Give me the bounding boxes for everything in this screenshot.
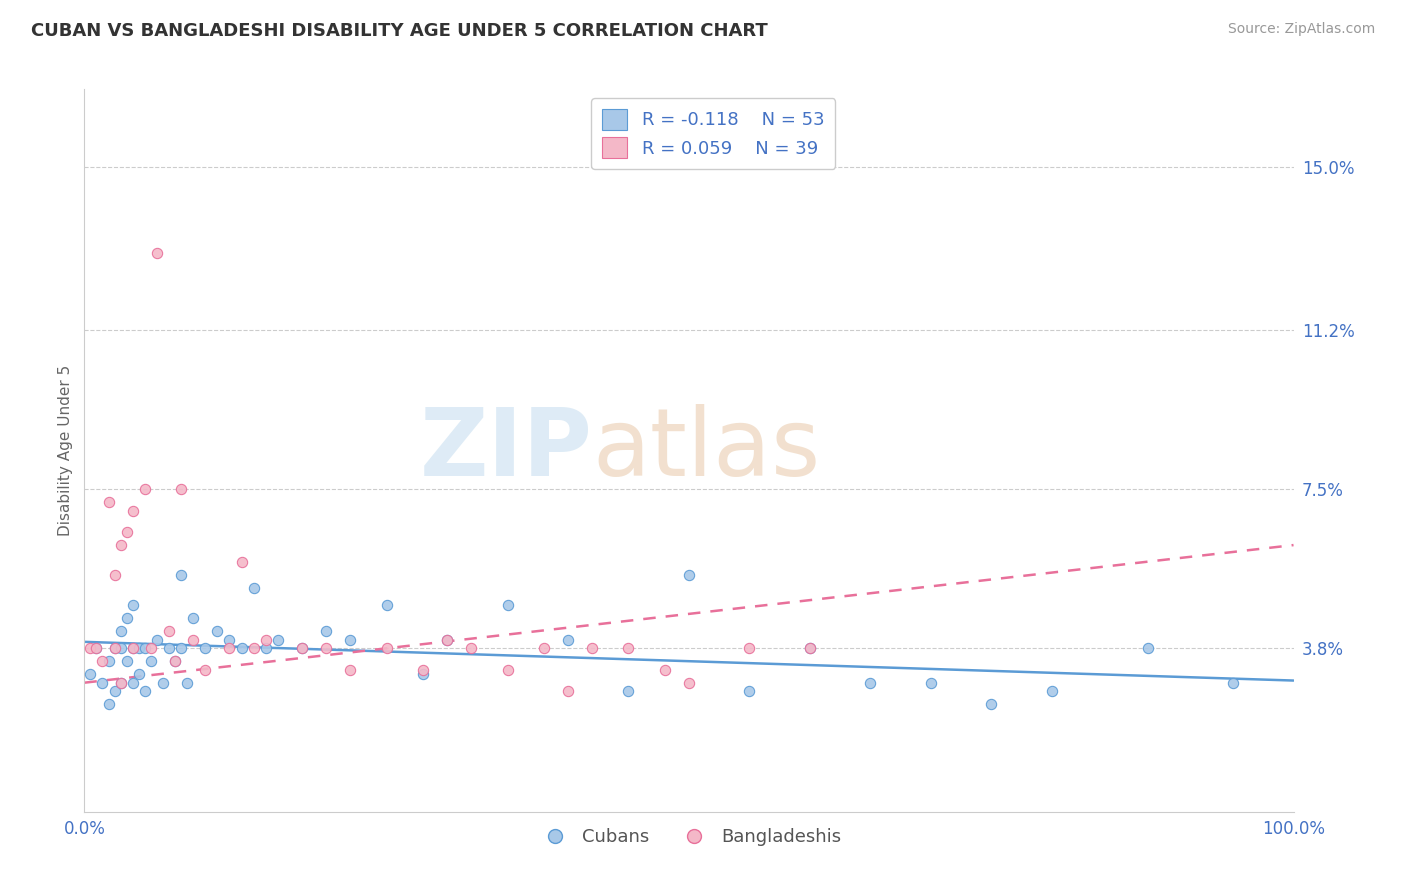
Point (267, 632, 290, 647)
Point (146, 245, 169, 260)
Point (128, 641, 150, 656)
Point (799, 641, 821, 656)
Point (242, 641, 264, 656)
Point (121, 503, 143, 517)
Point (617, 684, 640, 698)
Point (110, 641, 132, 656)
Point (738, 684, 761, 698)
Point (128, 667, 150, 681)
Point (139, 654, 162, 668)
Point (242, 581, 264, 595)
Point (678, 675, 700, 690)
Point (121, 599, 143, 613)
Point (97, 697, 120, 711)
Point (79, 667, 101, 681)
Legend: Cubans, Bangladeshis: Cubans, Bangladeshis (529, 821, 849, 854)
Point (375, 599, 398, 613)
Point (412, 667, 434, 681)
Point (104, 684, 127, 698)
Point (436, 632, 458, 647)
Point (110, 538, 132, 552)
Point (1040, 684, 1063, 698)
Point (920, 675, 942, 690)
Point (170, 568, 193, 582)
Point (181, 632, 204, 647)
Point (170, 482, 193, 496)
Point (218, 641, 240, 656)
Point (859, 675, 882, 690)
Point (181, 611, 204, 625)
Point (97, 495, 120, 509)
Point (115, 611, 138, 625)
Point (110, 675, 132, 690)
Point (980, 697, 1002, 711)
Point (79, 641, 101, 656)
Point (134, 684, 156, 698)
Point (110, 624, 132, 639)
Point (97, 654, 120, 668)
Point (654, 663, 676, 677)
Point (339, 663, 361, 677)
Point (104, 641, 127, 656)
Point (104, 641, 127, 656)
Point (91, 675, 114, 690)
Point (194, 641, 217, 656)
Point (617, 641, 640, 656)
Point (799, 641, 821, 656)
Text: atlas: atlas (592, 404, 821, 497)
Point (86, 641, 108, 656)
Point (496, 663, 519, 677)
Point (436, 632, 458, 647)
Point (291, 641, 314, 656)
Point (121, 641, 143, 656)
Point (533, 641, 555, 656)
Point (1137, 641, 1160, 656)
Point (557, 684, 579, 698)
Point (315, 641, 337, 656)
Point (110, 675, 132, 690)
Point (157, 641, 180, 656)
Point (339, 632, 361, 647)
Point (254, 632, 277, 647)
Point (254, 641, 277, 656)
Point (581, 641, 603, 656)
Point (291, 641, 314, 656)
Point (121, 675, 143, 690)
Point (218, 632, 240, 647)
Point (315, 624, 337, 639)
Point (231, 555, 253, 569)
Point (91, 654, 114, 668)
Point (152, 675, 174, 690)
Point (146, 632, 169, 647)
Point (115, 525, 138, 540)
Text: ZIP: ZIP (419, 404, 592, 497)
Text: CUBAN VS BANGLADESHI DISABILITY AGE UNDER 5 CORRELATION CHART: CUBAN VS BANGLADESHI DISABILITY AGE UNDE… (31, 22, 768, 40)
Point (207, 624, 229, 639)
Point (678, 568, 700, 582)
Point (557, 632, 579, 647)
Point (134, 482, 156, 496)
Point (194, 663, 217, 677)
Point (104, 568, 127, 582)
Point (460, 641, 482, 656)
Point (375, 641, 398, 656)
Point (170, 641, 193, 656)
Point (134, 641, 156, 656)
Point (231, 641, 253, 656)
Point (86, 641, 108, 656)
Point (176, 675, 198, 690)
Point (121, 641, 143, 656)
Point (139, 641, 162, 656)
Point (157, 624, 180, 639)
Point (738, 641, 761, 656)
Point (496, 599, 519, 613)
Point (412, 663, 434, 677)
Point (165, 654, 187, 668)
Point (1222, 675, 1244, 690)
Y-axis label: Disability Age Under 5: Disability Age Under 5 (58, 365, 73, 536)
Point (165, 654, 187, 668)
Point (115, 654, 138, 668)
Text: Source: ZipAtlas.com: Source: ZipAtlas.com (1227, 22, 1375, 37)
